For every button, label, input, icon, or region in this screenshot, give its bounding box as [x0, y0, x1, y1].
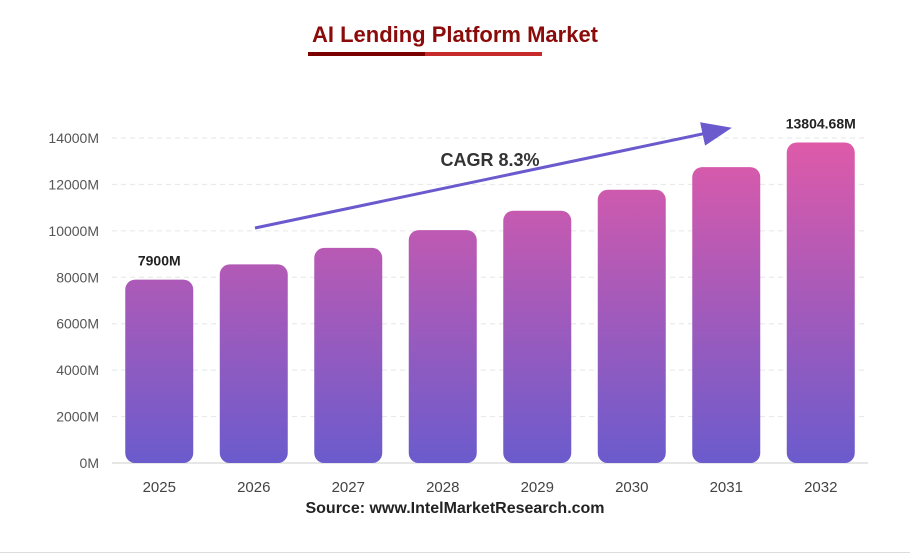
y-axis: 0M 2000M 4000M 6000M 8000M 10000M 12000M 14000M [48, 130, 99, 471]
bar-2026 [219, 264, 288, 463]
y-tick-label: 2000M [56, 409, 99, 425]
y-tick-label: 10000M [48, 223, 99, 239]
x-tick-label: 2028 [426, 479, 459, 496]
cagr-annotation: CAGR 8.3% [254, 122, 732, 230]
chart-title: AI Lending Platform Market [311, 22, 599, 47]
x-tick-label: 2027 [332, 479, 365, 496]
y-tick-label: 12000M [48, 176, 99, 192]
data-label: 7900M [138, 253, 181, 269]
source-credit: Source: www.IntelMarketResearch.com [305, 500, 605, 517]
x-tick-label: 2031 [710, 479, 743, 496]
data-label: 13804.68M [786, 116, 856, 132]
data-labels: 7900M 13804.68M [138, 116, 856, 269]
bottom-divider [0, 552, 910, 553]
bar-2031 [692, 167, 761, 463]
y-tick-label: 6000M [56, 316, 99, 332]
title-underline [308, 52, 542, 56]
cagr-label: CAGR 8.3% [440, 150, 539, 170]
x-tick-label: 2026 [237, 479, 270, 496]
cagr-arrow [254, 122, 732, 230]
x-tick-label: 2025 [143, 479, 176, 496]
y-tick-label: 8000M [56, 269, 99, 285]
bars [125, 142, 855, 463]
bar-2029 [503, 210, 572, 463]
x-tick-label: 2032 [804, 479, 837, 496]
y-tick-label: 0M [80, 455, 99, 471]
bar-2028 [408, 230, 477, 463]
x-axis: 2025 2026 2027 2028 2029 2030 2031 2032 [143, 479, 838, 496]
y-tick-label: 4000M [56, 362, 99, 378]
bar-2027 [314, 247, 383, 463]
x-tick-label: 2029 [521, 479, 554, 496]
bar-2025 [125, 279, 194, 463]
x-tick-label: 2030 [615, 479, 648, 496]
bar-2032 [786, 142, 855, 463]
y-tick-label: 14000M [48, 130, 99, 146]
bar-2030 [597, 189, 666, 463]
